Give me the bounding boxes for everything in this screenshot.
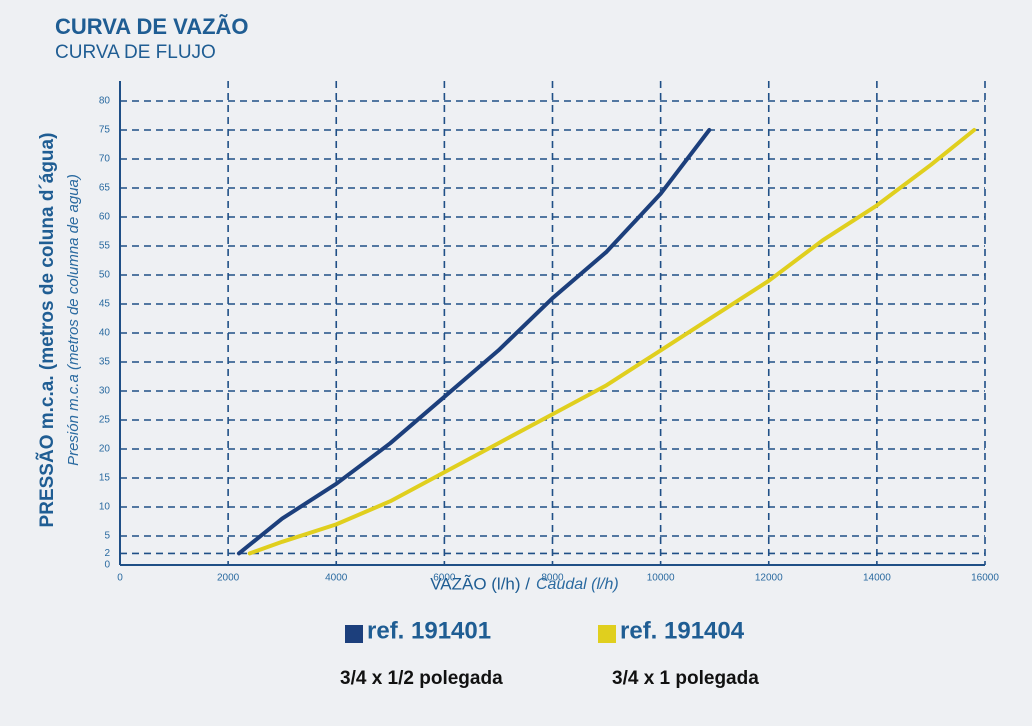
x-axis-label: VAZÃO (l/h) / [430,574,530,593]
legend-label: ref. 191404 [620,617,745,644]
y-tick-label: 10 [99,502,111,513]
y-tick-label: 30 [99,386,111,397]
legend-description: 3/4 x 1 polegada [612,668,759,689]
legend-label: ref. 191401 [367,617,491,644]
y-tick-label: 5 [104,531,110,542]
x-tick-label: 0 [117,573,123,584]
legend-swatch [598,625,616,643]
y-tick-label: 75 [99,125,111,136]
x-tick-label: 16000 [971,573,999,584]
chart-title: CURVA DE VAZÃO [55,14,249,39]
y-axis-label-secondary: Presión m.c.a (metros de columna de agua… [65,174,82,466]
legend-swatch [345,625,363,643]
y-axis-label: PRESSÃO m.c.a. (metros de coluna d´água) [36,133,58,528]
y-tick-label: 65 [99,183,111,194]
x-tick-label: 10000 [647,573,675,584]
series-line [236,128,712,556]
x-tick-label: 6000 [433,573,456,584]
y-tick-label: 45 [99,299,111,310]
chart-subtitle: CURVA DE FLUJO [55,42,216,63]
y-tick-label: 25 [99,415,111,426]
series-line [247,128,977,556]
x-tick-label: 4000 [325,573,348,584]
x-tick-label: 8000 [541,573,564,584]
y-tick-label: 20 [99,444,111,455]
y-tick-label: 80 [99,96,111,107]
y-tick-label: 35 [99,357,111,368]
y-tick-label: 70 [99,154,111,165]
x-tick-label: 14000 [863,573,891,584]
legend-description: 3/4 x 1/2 polegada [340,668,503,689]
y-tick-label: 60 [99,212,111,223]
y-tick-label: 2 [104,548,110,559]
y-tick-label: 40 [99,328,111,339]
y-tick-label: 55 [99,241,111,252]
x-tick-label: 12000 [755,573,783,584]
x-tick-label: 2000 [217,573,240,584]
x-axis-label-secondary: Caudal (l/h) [536,576,619,593]
y-tick-label: 0 [104,560,110,571]
y-tick-label: 15 [99,473,111,484]
y-tick-label: 50 [99,270,111,281]
